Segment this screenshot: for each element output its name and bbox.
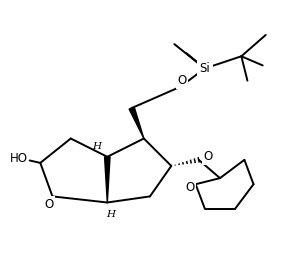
Text: O: O [185, 181, 194, 194]
Text: O: O [45, 198, 54, 210]
Text: HO: HO [10, 152, 28, 165]
Text: O: O [177, 74, 187, 87]
Text: O: O [203, 150, 212, 163]
Text: Si: Si [200, 62, 210, 75]
Polygon shape [129, 107, 144, 139]
Text: H: H [106, 210, 115, 219]
Text: H: H [92, 142, 101, 151]
Polygon shape [105, 157, 110, 202]
